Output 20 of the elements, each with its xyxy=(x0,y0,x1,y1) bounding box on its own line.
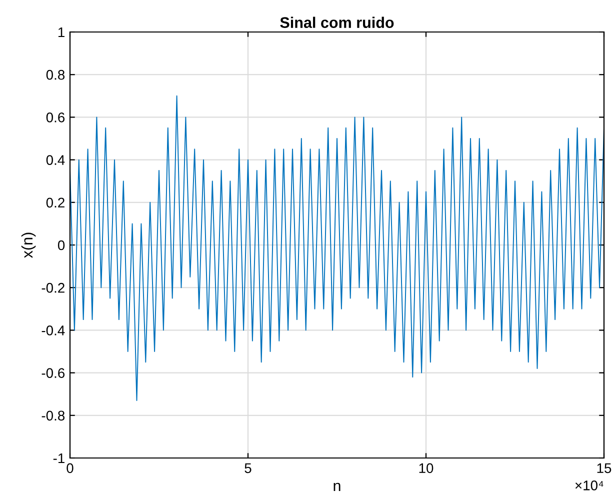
y-tick-label: -0.8 xyxy=(42,410,65,421)
y-tick-label: 0.8 xyxy=(46,70,65,80)
text: ×10⁴ xyxy=(575,480,604,490)
x-tick-label: 5 xyxy=(244,463,252,474)
y-tick-label: -1 xyxy=(53,453,64,464)
y-tick-label: 0 xyxy=(58,240,65,250)
y-tick-label: 1 xyxy=(58,27,64,38)
line-series xyxy=(70,95,604,401)
x-tick-label: 10 xyxy=(419,463,434,474)
y-tick-label: 0.2 xyxy=(46,198,64,208)
y-tick-label: -0.4 xyxy=(42,326,65,336)
x-axis-title: n xyxy=(334,482,340,492)
y-axis-title: x(n) xyxy=(21,232,36,258)
chart-title: Sinal com ruido xyxy=(280,16,394,28)
x-tick-label: 0 xyxy=(66,463,74,474)
x-tick-label: 15 xyxy=(597,463,612,474)
y-tick-label: -0.2 xyxy=(42,282,64,293)
y-tick-label: 0.6 xyxy=(46,112,65,122)
y-tick-label: -0.6 xyxy=(42,368,65,378)
y-tick-label: 0.4 xyxy=(46,155,65,165)
